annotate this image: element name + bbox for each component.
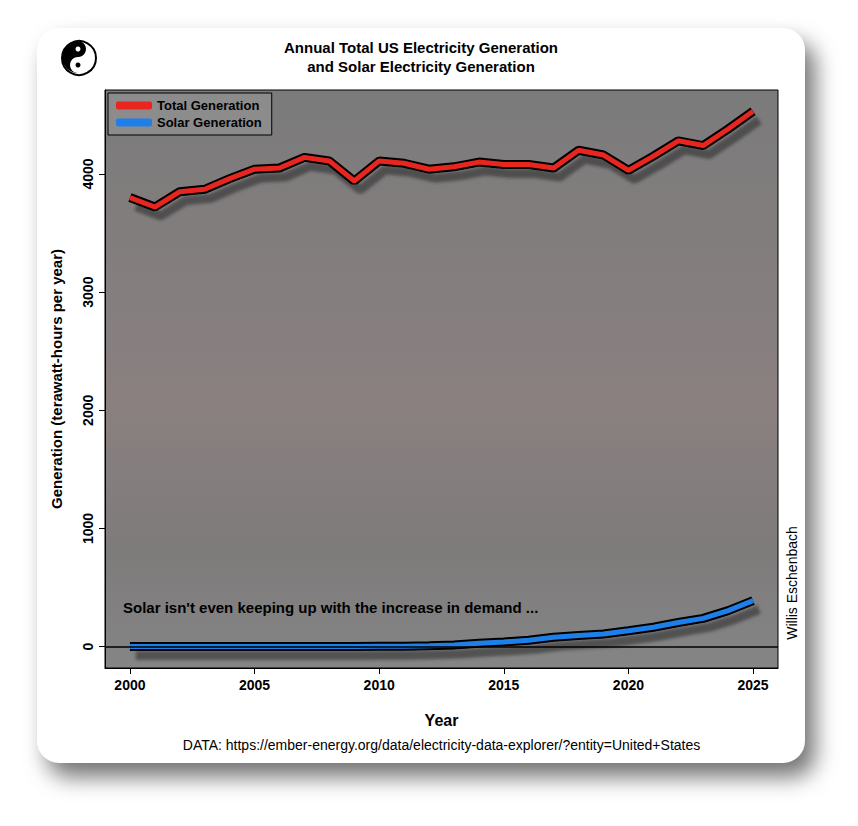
svg-text:2005: 2005 (239, 677, 270, 693)
svg-text:Willis Eschenbach: Willis Eschenbach (784, 526, 800, 640)
svg-text:1000: 1000 (80, 513, 96, 544)
svg-text:Total Generation: Total Generation (157, 98, 259, 113)
svg-text:2000: 2000 (80, 395, 96, 426)
svg-text:and Solar Electricity Generati: and Solar Electricity Generation (307, 58, 535, 75)
svg-text:2020: 2020 (613, 677, 644, 693)
svg-text:Generation (terawatt-hours per: Generation (terawatt-hours per year) (48, 249, 65, 509)
svg-text:2000: 2000 (114, 677, 145, 693)
svg-text:2025: 2025 (737, 677, 768, 693)
svg-text:DATA: https://ember-energy.org: DATA: https://ember-energy.org/data/elec… (183, 737, 700, 753)
svg-text:Solar Generation: Solar Generation (157, 115, 262, 130)
svg-text:Annual Total US Electricity Ge: Annual Total US Electricity Generation (284, 39, 558, 56)
svg-text:4000: 4000 (80, 158, 96, 189)
svg-text:Year: Year (425, 712, 459, 729)
svg-text:Solar isn't even keeping up wi: Solar isn't even keeping up with the inc… (123, 599, 538, 616)
svg-text:3000: 3000 (80, 276, 96, 307)
svg-text:0: 0 (80, 643, 96, 651)
svg-text:2010: 2010 (364, 677, 395, 693)
svg-text:2015: 2015 (488, 677, 519, 693)
